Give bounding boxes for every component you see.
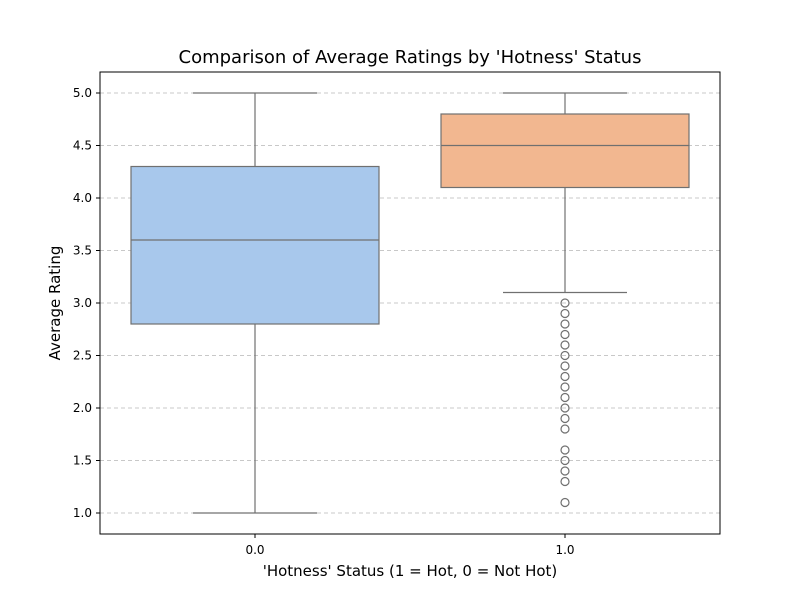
y-tick-label: 2.5 [73, 349, 92, 363]
outlier-point [560, 455, 570, 466]
outlier-point [560, 371, 570, 382]
outlier-point [560, 497, 570, 508]
outlier-point [560, 298, 570, 308]
x-axis-ticks: 0.0 1.0 [245, 534, 575, 557]
y-tick-label: 2.0 [73, 401, 92, 415]
outlier-point [560, 445, 570, 455]
x-tick-label: 1.0 [555, 543, 574, 557]
box-group-1.0 [440, 92, 690, 508]
y-gridlines [100, 92, 720, 514]
outlier-point [560, 413, 570, 424]
iqr-box [130, 165, 380, 325]
y-tick-label: 3.5 [73, 244, 92, 258]
y-axis-label: Average Rating [46, 246, 64, 361]
x-axis-label: 'Hotness' Status (1 = Hot, 0 = Not Hot) [263, 562, 558, 580]
outlier-point [560, 319, 570, 329]
boxes-layer [130, 92, 690, 514]
outlier-point [560, 350, 570, 361]
outlier-point [560, 392, 570, 403]
chart-title: Comparison of Average Ratings by 'Hotnes… [179, 47, 642, 68]
iqr-box [440, 113, 690, 189]
outlier-point [560, 308, 570, 319]
y-tick-label: 4.5 [73, 139, 92, 153]
outlier-point [560, 403, 570, 413]
y-tick-label: 5.0 [73, 86, 92, 100]
y-tick-label: 1.0 [73, 506, 92, 520]
outlier-point [560, 466, 570, 476]
y-axis-ticks: 1.0 1.5 2.0 2.5 3.0 3.5 4.0 4.5 5.0 [73, 86, 100, 520]
x-tick-label: 0.0 [245, 543, 264, 557]
y-tick-label: 1.5 [73, 454, 92, 468]
outlier-point [560, 361, 570, 371]
outlier-point [560, 329, 570, 340]
box-group-0.0 [130, 92, 380, 514]
outlier-point [560, 424, 570, 434]
y-tick-label: 4.0 [73, 191, 92, 205]
y-tick-label: 3.0 [73, 296, 92, 310]
outlier-point [560, 382, 570, 392]
outlier-point [560, 340, 570, 350]
outlier-point [560, 476, 570, 487]
